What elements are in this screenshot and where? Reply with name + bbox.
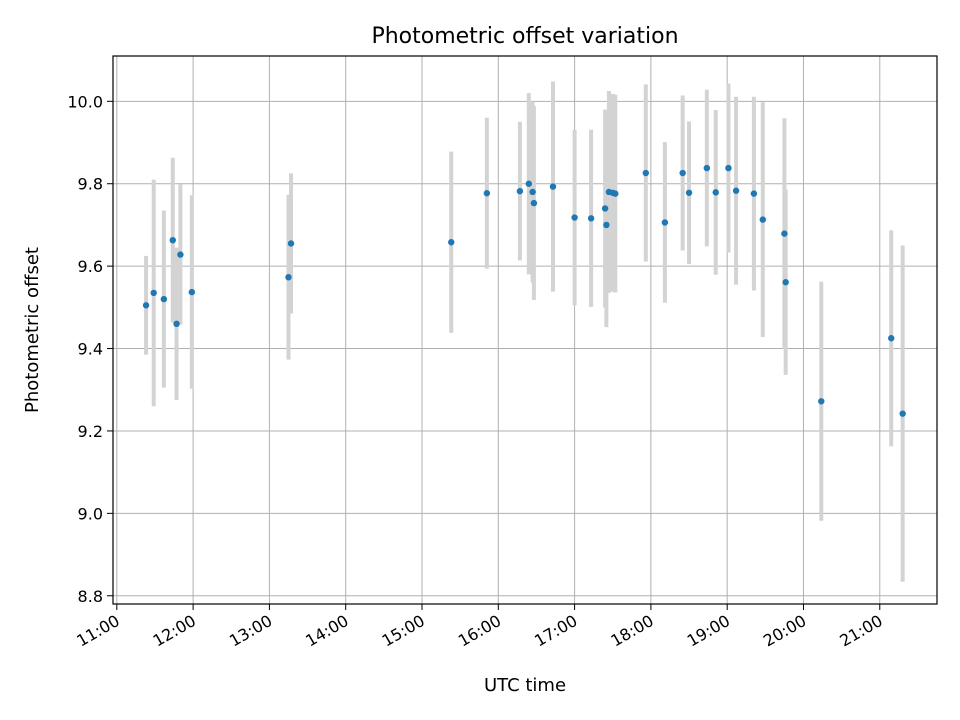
y-tick-label: 8.8 <box>78 587 103 606</box>
data-point <box>285 274 292 281</box>
data-point <box>142 302 150 309</box>
data-point <box>448 239 455 246</box>
data-point <box>685 189 693 196</box>
y-axis-label: Photometric offset <box>22 247 43 413</box>
data-points <box>142 164 906 417</box>
data-point <box>603 221 610 229</box>
data-point <box>188 288 196 296</box>
grid <box>113 56 937 604</box>
data-point <box>888 335 895 342</box>
data-point <box>525 180 533 187</box>
data-point <box>150 289 157 297</box>
data-point <box>169 236 176 244</box>
data-point <box>725 164 732 172</box>
data-point <box>571 214 578 221</box>
y-tick-label: 9.2 <box>78 422 103 441</box>
data-point <box>612 190 619 197</box>
data-point <box>177 251 184 258</box>
data-point <box>732 187 740 194</box>
data-point <box>529 188 536 196</box>
data-point <box>759 216 766 223</box>
data-point <box>750 190 758 197</box>
data-point <box>781 230 788 237</box>
y-tick-label: 10.0 <box>67 92 103 111</box>
data-point <box>661 219 669 226</box>
data-point <box>483 190 491 197</box>
data-point <box>703 164 711 172</box>
data-point <box>712 189 719 196</box>
y-tick-label: 9.6 <box>78 257 103 276</box>
data-point <box>601 205 609 212</box>
data-point <box>287 240 295 247</box>
y-tick-label: 9.0 <box>78 504 103 523</box>
plot-frame <box>112 55 938 605</box>
data-point <box>160 295 168 303</box>
data-point <box>679 169 686 177</box>
chart-title: Photometric offset variation <box>371 24 678 49</box>
data-point <box>899 410 906 417</box>
data-point <box>642 169 650 177</box>
data-point <box>587 215 595 222</box>
y-tick-label: 9.4 <box>78 340 103 359</box>
y-tick-label: 9.8 <box>78 175 103 194</box>
x-axis-label: UTC time <box>484 675 566 696</box>
data-point <box>818 398 825 405</box>
data-point <box>173 320 180 328</box>
data-point <box>782 279 789 286</box>
y-axis-ticks: 8.8 9.0 9.2 9.4 9.6 9.8 10.0 <box>67 92 113 606</box>
data-point <box>516 187 524 195</box>
data-point <box>549 183 557 190</box>
data-point <box>530 199 538 207</box>
